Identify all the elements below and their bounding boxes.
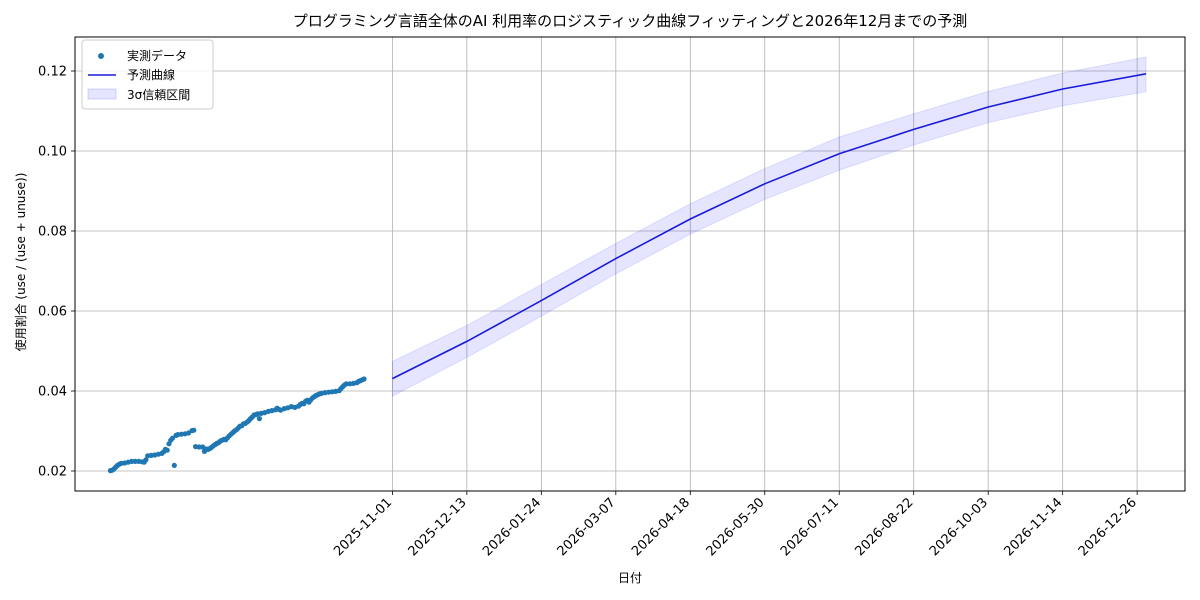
x-tick-label: 2026-08-22 [852, 495, 916, 559]
observed-point [143, 457, 149, 463]
prediction-curve [392, 73, 1147, 380]
observed-point [169, 435, 176, 441]
grid [75, 37, 1185, 491]
legend-box [81, 39, 214, 110]
x-axis-label: 日付 [618, 571, 642, 585]
y-axis-ticks: 0.02 0.04 0.06 0.08 0.10 0.12 [38, 65, 75, 480]
y-tick-label: 0.02 [38, 465, 67, 480]
observed-point [171, 462, 177, 468]
x-tick-label: 2026-01-24 [480, 495, 544, 559]
observed-point [164, 447, 170, 453]
confidence-band [391, 56, 1147, 398]
legend-marker-observed [98, 53, 104, 59]
chart-title: プログラミング言語全体のAI 利用率のロジスティック曲線フィッティングと2026… [293, 12, 968, 30]
plot-frame [74, 36, 1186, 492]
y-axis-label: 使用割合 (use / (use + unuse)) [13, 173, 28, 352]
legend: 実測データ 予測曲線 3σ信頼区間 [81, 39, 214, 110]
x-tick-label: 2026-04-18 [629, 495, 693, 559]
observed-point [191, 427, 197, 433]
prediction-line-layer [392, 73, 1147, 380]
y-tick-label: 0.10 [38, 145, 67, 160]
x-tick-label: 2025-12-13 [406, 495, 470, 559]
x-tick-label: 2026-12-26 [1076, 495, 1140, 559]
x-tick-label: 2026-07-11 [778, 495, 842, 559]
y-tick-label: 0.12 [38, 65, 67, 80]
y-tick-label: 0.08 [38, 225, 67, 240]
legend-label-band: 3σ信頼区間 [127, 88, 190, 102]
observed-points-layer [107, 376, 367, 474]
x-tick-label: 2026-11-14 [1001, 495, 1065, 559]
observed-point [361, 376, 367, 382]
legend-marker-band [87, 88, 117, 100]
observed-point [256, 416, 263, 422]
y-tick-label: 0.04 [38, 385, 67, 400]
x-tick-label: 2025-11-01 [331, 495, 395, 559]
x-tick-label: 2026-10-03 [927, 495, 991, 559]
x-axis-ticks: 2025-11-01 2025-12-13 2026-01-24 2026-03-07… [331, 491, 1140, 559]
legend-label-predicted: 予測曲線 [127, 67, 175, 82]
x-tick-label: 2026-03-07 [555, 495, 619, 559]
legend-label-observed: 実測データ [127, 48, 187, 63]
y-tick-label: 0.06 [38, 305, 67, 320]
x-tick-label: 2026-05-30 [704, 495, 768, 559]
confidence-band-layer [391, 56, 1147, 398]
